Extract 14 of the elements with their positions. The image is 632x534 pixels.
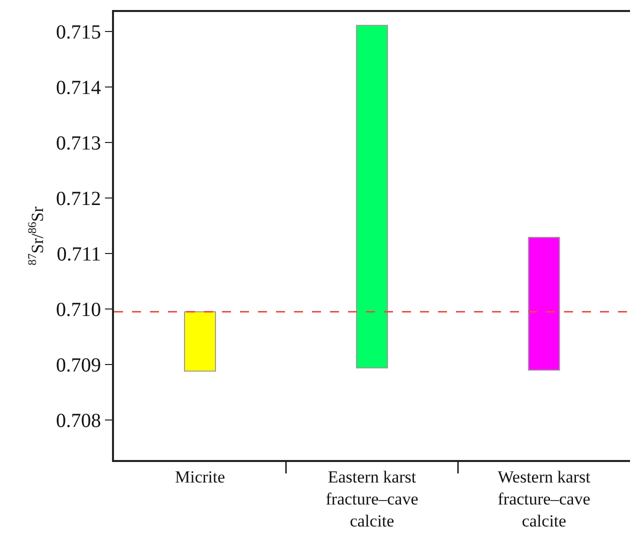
y-tick-label: 0.713 xyxy=(56,132,101,154)
y-tick-label: 0.709 xyxy=(56,354,101,377)
y-tick-label: 0.712 xyxy=(56,188,101,210)
y-tick-label: 0.710 xyxy=(56,299,101,321)
y-tick-label: 0.711 xyxy=(56,243,101,266)
bar xyxy=(528,236,560,371)
y-tick-label: 0.708 xyxy=(56,410,101,432)
x-tick-label: Micrite xyxy=(174,467,226,486)
y-tick-label: 0.714 xyxy=(56,76,101,99)
x-tick-label: Eastern karst fracture–cave calcite xyxy=(326,467,418,531)
bar xyxy=(356,24,388,368)
y-tick-label: 0.715 xyxy=(56,21,101,44)
bar xyxy=(184,311,216,372)
x-tick-label: Western karst fracture–cave calcite xyxy=(498,467,591,531)
